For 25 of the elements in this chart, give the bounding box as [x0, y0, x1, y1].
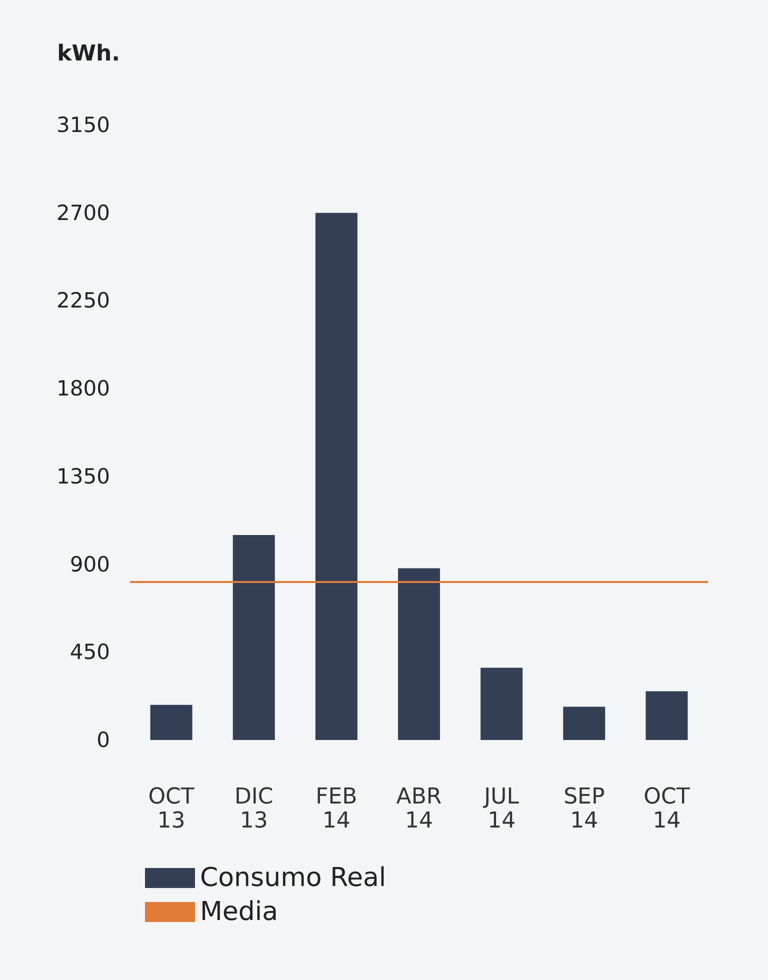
x-tick-label: DIC 13 [234, 784, 274, 834]
bar [398, 568, 440, 740]
y-tick-label: 1800 [56, 376, 110, 401]
x-tick-label: SEP 14 [564, 784, 605, 834]
x-tick-label: FEB 14 [316, 784, 358, 834]
y-tick-label: 2250 [56, 288, 110, 313]
bar [150, 704, 192, 740]
y-axis-title: kWh. [57, 42, 120, 66]
bar [232, 535, 275, 740]
x-tick-label: ABR 14 [396, 784, 442, 834]
bar [646, 691, 688, 740]
bar [563, 706, 606, 740]
x-tick-label: JUL 14 [482, 784, 520, 834]
legend-label: Media [200, 897, 278, 927]
y-tick-label: 3150 [56, 113, 110, 137]
y-tick-label: 450 [70, 640, 110, 664]
bar [315, 212, 358, 740]
y-tick-label: 1350 [56, 464, 110, 488]
x-tick-label: OCT 13 [148, 784, 195, 834]
bar [480, 668, 523, 740]
x-tick-label: OCT 14 [644, 784, 690, 834]
y-tick-label: 900 [70, 552, 110, 576]
y-tick-label: 0 [96, 728, 110, 752]
y-tick-label: 2700 [56, 200, 110, 225]
legend-label: Consumo Real [200, 863, 386, 893]
